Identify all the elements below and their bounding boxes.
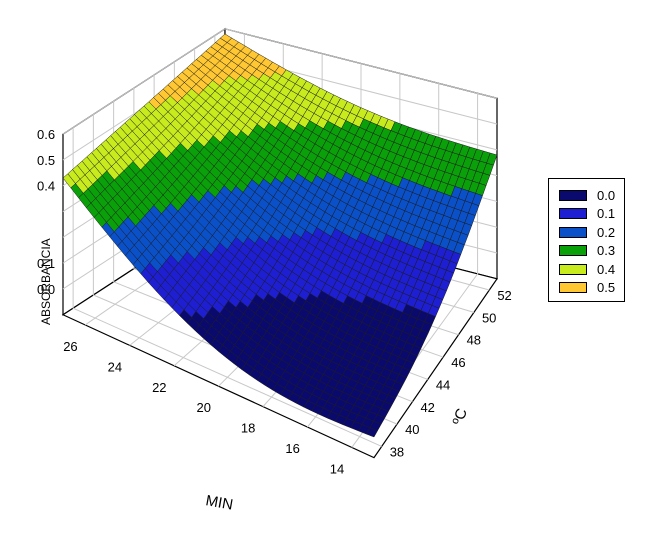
- x-axis-label: MIN: [204, 492, 234, 514]
- z-tick-label: 0.0: [37, 282, 55, 297]
- x-tick-label: 18: [241, 421, 255, 436]
- y-tick-label: 52: [497, 288, 511, 303]
- legend-label: 0.5: [597, 280, 616, 296]
- x-tick-label: 24: [108, 359, 122, 374]
- y-tick-label: 46: [451, 355, 465, 370]
- legend-label: 0.0: [597, 187, 616, 203]
- z-tick-label: 0.6: [37, 127, 55, 142]
- y-tick-label: 40: [405, 422, 419, 437]
- x-tick-label: 22: [152, 380, 166, 395]
- z-tick-label: 0.4: [37, 179, 55, 194]
- legend-item: 0.3: [549, 242, 624, 261]
- legend-item: 0.0: [549, 186, 624, 205]
- legend-item: 0.4: [549, 260, 624, 279]
- y-tick-label: 44: [436, 377, 450, 392]
- legend-item: 0.1: [549, 205, 624, 224]
- legend-swatch: [559, 282, 587, 294]
- z-tick-label: 0.1: [37, 256, 55, 271]
- x-tick-label: 14: [330, 461, 344, 476]
- z-tick-label: 0.5: [37, 153, 55, 168]
- legend-item: 0.2: [549, 223, 624, 242]
- legend-label: 0.3: [597, 243, 616, 259]
- z-axis-label: ABSORBANCIA: [39, 238, 53, 325]
- x-tick-label: 26: [63, 339, 77, 354]
- legend-label: 0.2: [597, 224, 616, 240]
- legend-item: 0.5: [549, 279, 624, 298]
- legend-label: 0.4: [597, 261, 616, 277]
- legend-swatch: [559, 189, 587, 201]
- x-tick-label: 16: [285, 441, 299, 456]
- y-tick-label: 42: [420, 400, 434, 415]
- y-tick-label: 48: [467, 333, 481, 348]
- legend: 0.0 0.1 0.2 0.3 0.4 0.5: [548, 178, 625, 302]
- legend-swatch: [559, 245, 587, 257]
- y-axis-label: ºC: [450, 406, 471, 427]
- surface-mesh: [62, 33, 498, 438]
- surface-cell: [365, 427, 378, 438]
- legend-label: 0.1: [597, 206, 616, 222]
- x-tick-label: 20: [197, 400, 211, 415]
- y-tick-label: 50: [482, 310, 496, 325]
- z-gridline: [62, 28, 498, 135]
- legend-swatch: [559, 226, 587, 238]
- legend-swatch: [559, 263, 587, 275]
- y-tick-label: 38: [390, 444, 404, 459]
- legend-swatch: [559, 208, 587, 220]
